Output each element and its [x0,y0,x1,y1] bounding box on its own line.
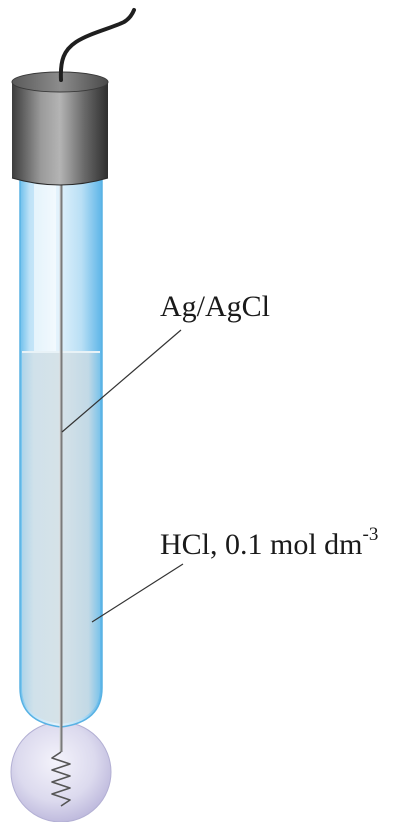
label-hcl-solution: HCl, 0.1 mol dm-3 [160,525,378,561]
label-hcl-exponent: -3 [362,524,379,545]
leader-lines [61,329,184,623]
lead-cable [58,8,136,82]
label-hcl-text: HCl, 0.1 mol dm [160,528,363,561]
label-ag-agcl: Ag/AgCl [160,292,270,322]
leader-line-electrode [61,329,182,433]
ag-agcl-wire [59,178,63,752]
label-ag-agcl-text: Ag/AgCl [160,290,271,323]
silver-wire-coil [51,751,71,807]
leader-line-solution [91,563,184,623]
electrode-cap [11,71,109,186]
